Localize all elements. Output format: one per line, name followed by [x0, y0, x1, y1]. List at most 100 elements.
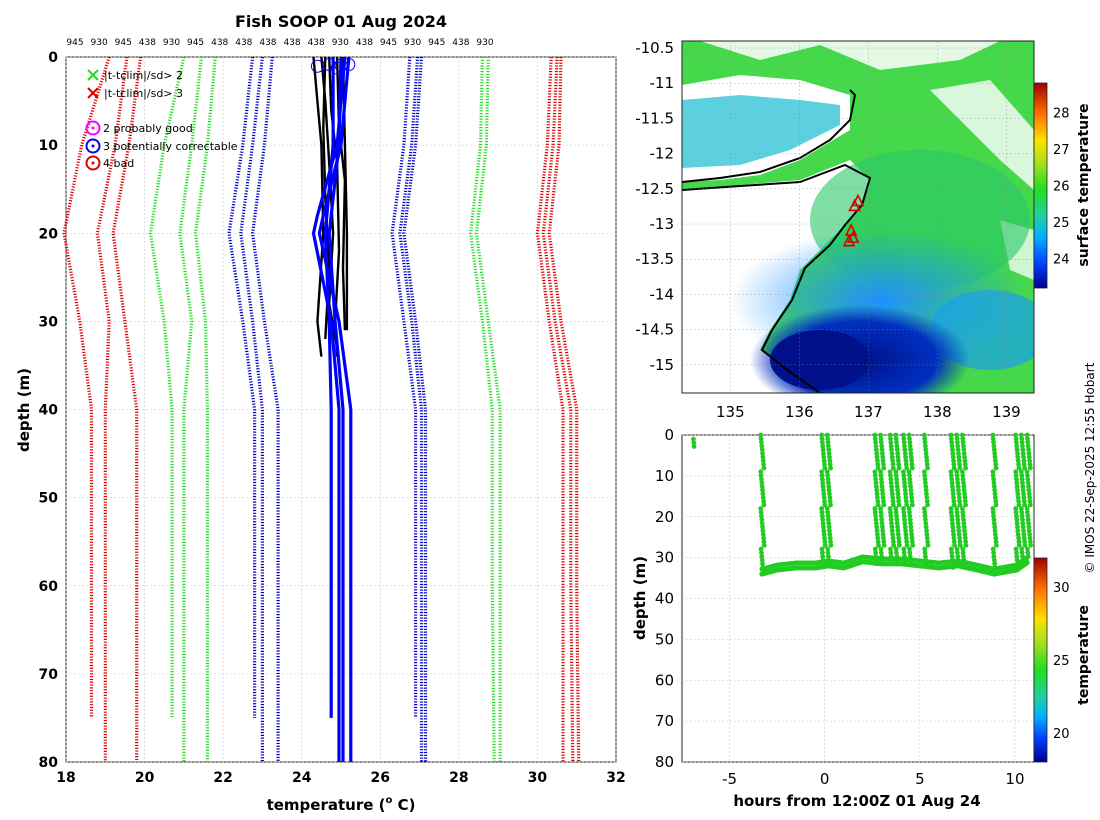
- depth-time-point: [821, 524, 826, 530]
- depth-time-point: [888, 476, 894, 482]
- depth-time-point: [954, 546, 960, 552]
- depth-time-point: [1020, 520, 1026, 526]
- depth-time-point: [881, 535, 886, 541]
- depth-time-point: [879, 487, 885, 493]
- depth-time-point: [901, 436, 907, 442]
- depth-time-point: [881, 502, 887, 508]
- profile-line-clim-green-mid: [178, 56, 204, 762]
- depth-time-point: [1020, 484, 1026, 489]
- depth-time-point: [760, 450, 765, 456]
- depth-time-point: [889, 447, 894, 453]
- depth-time-point: [956, 495, 962, 500]
- map-y-tick-label: -10.5: [635, 39, 674, 57]
- depth-time-point: [879, 450, 885, 456]
- depth-time-point: [760, 531, 766, 537]
- depth-time-point: [961, 487, 967, 493]
- depth-time-point: [922, 473, 928, 478]
- depth-time-point: [1016, 465, 1022, 471]
- depth-time-point: [907, 550, 913, 556]
- depth-time-point: [896, 539, 902, 545]
- depth-time-point: [960, 546, 966, 552]
- depth-time-point: [1025, 513, 1031, 519]
- depth-time-point: [819, 439, 825, 445]
- depth-time-point: [955, 476, 960, 482]
- depth-time-point: [894, 447, 900, 453]
- depth-time-point: [903, 498, 909, 504]
- depth-time-point: [1019, 436, 1025, 442]
- depth-time-point: [881, 498, 886, 504]
- depth-time-point: [956, 487, 961, 493]
- depth-time-point: [1015, 450, 1020, 456]
- map-y-tick-label: -13.5: [635, 250, 674, 268]
- depth-time-point: [872, 469, 878, 475]
- depth-time-point: [922, 546, 928, 552]
- depth-time-point: [1027, 495, 1033, 500]
- legend-circle-center: [91, 126, 95, 130]
- profile-gridlines: [65, 56, 617, 763]
- depth-time-point: [1013, 506, 1019, 511]
- depth-time-point: [921, 506, 927, 511]
- depth-time-point: [827, 491, 832, 497]
- depth-time-point: [949, 439, 955, 445]
- depth-time-point: [895, 491, 901, 497]
- depth-time-point: [819, 469, 824, 475]
- depth-time-point: [993, 498, 999, 504]
- profile-top-label: 930: [332, 38, 349, 48]
- depth-time-point: [908, 528, 914, 534]
- depth-time-point: [1025, 476, 1031, 482]
- depth-time-point: [907, 509, 912, 515]
- depth-time-point: [922, 436, 928, 442]
- depth-time-point: [951, 462, 957, 467]
- depth-time-point: [1021, 535, 1027, 541]
- depth-time-point: [878, 432, 883, 438]
- depth-time-point: [821, 458, 827, 464]
- depth-time-point: [1014, 443, 1020, 449]
- depth-time-point: [1015, 495, 1021, 500]
- depth-time-point: [759, 553, 765, 559]
- depth-time-point: [904, 542, 910, 548]
- depth-time-point: [759, 520, 765, 526]
- depth-time-point: [827, 498, 833, 504]
- depth-time-point: [874, 524, 880, 530]
- depth-time-y-tick-label: 0: [664, 426, 674, 444]
- depth-time-point: [761, 465, 767, 471]
- depth-time-point: [925, 539, 930, 545]
- depth-time-point: [948, 469, 954, 475]
- depth-time-point: [1019, 439, 1025, 445]
- depth-time-point: [990, 469, 996, 475]
- depth-time-point: [1024, 432, 1030, 438]
- depth-time-point: [901, 546, 907, 552]
- depth-time-point: [1027, 539, 1033, 545]
- legend-entry: |t-tclim|/sd> 3: [104, 87, 183, 100]
- profile-line-clim-blue-max-outer: [402, 56, 428, 762]
- depth-time-point: [893, 473, 899, 478]
- depth-time-colorbar-tick-label: 30: [1053, 581, 1070, 596]
- depth-time-point: [896, 465, 902, 471]
- depth-time-point: [991, 513, 996, 519]
- depth-time-point: [825, 517, 831, 523]
- depth-time-point: [907, 480, 913, 486]
- map-y-ticks: -10.5 -11 -11.5 -12 -12.5 -13 -13.5 -14 -14.5 -15: [635, 39, 674, 374]
- depth-time-point: [1027, 462, 1033, 467]
- depth-time-point: [907, 473, 912, 478]
- depth-time-point: [825, 509, 831, 515]
- depth-time-point: [759, 557, 765, 563]
- depth-time-point: [992, 458, 998, 464]
- depth-time-point: [891, 542, 897, 548]
- depth-time-point: [826, 487, 832, 493]
- depth-time-point: [961, 443, 966, 449]
- depth-time-point: [994, 542, 999, 548]
- sst-map: 135 136 137 138 139 -10.5 -11 -11.5 -12 -12.5 -13…: [635, 39, 1092, 421]
- depth-time-y-tick-label: 20: [655, 508, 674, 526]
- depth-time-point: [956, 524, 961, 530]
- depth-time-point: [759, 439, 764, 445]
- depth-time-point: [895, 487, 901, 493]
- depth-time-point: [902, 480, 907, 486]
- depth-time-point: [819, 513, 825, 519]
- depth-time-point: [889, 454, 895, 460]
- depth-time-point: [992, 531, 998, 537]
- depth-time-point: [904, 539, 910, 545]
- depth-time-point: [993, 539, 999, 545]
- depth-time-point: [955, 520, 961, 526]
